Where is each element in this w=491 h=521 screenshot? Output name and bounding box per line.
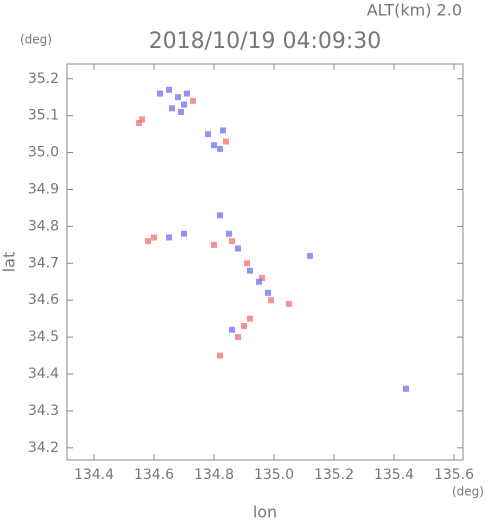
y-tick-label: 34.8 — [28, 218, 59, 234]
radar-echo — [247, 267, 253, 274]
x-axis-label: lon — [253, 503, 277, 521]
radar-echo — [226, 230, 232, 237]
y-tick-label: 34.3 — [28, 403, 59, 419]
x-tick-label: 134.6 — [134, 467, 174, 483]
radar-echo — [229, 326, 235, 333]
radar-echo — [136, 120, 142, 127]
radar-echo — [235, 245, 241, 252]
chart-title: 2018/10/19 04:09:30 — [149, 29, 382, 54]
y-unit: (deg) — [20, 33, 52, 47]
plot-frame — [66, 63, 464, 461]
radar-echo — [217, 145, 223, 152]
radar-echo — [178, 108, 184, 115]
radar-echo — [259, 275, 265, 282]
x-tick-label: 135.2 — [314, 467, 354, 483]
radar-echo — [211, 241, 217, 248]
radar-echo — [217, 352, 223, 359]
radar-echo — [235, 334, 241, 341]
radar-echo — [256, 278, 262, 285]
radar-echo — [286, 300, 292, 307]
radar-echo — [166, 234, 172, 241]
radar-echo — [169, 105, 175, 112]
y-tick-label: 34.7 — [28, 255, 59, 271]
y-tick-label: 35.2 — [28, 71, 59, 87]
y-tick-label: 34.4 — [28, 366, 59, 382]
y-axis-label: lat — [0, 252, 19, 273]
radar-echo — [166, 86, 172, 93]
radar-echo — [184, 90, 190, 97]
radar-echo — [223, 138, 229, 145]
radar-echo — [211, 142, 217, 149]
radar-echo — [145, 238, 151, 245]
x-tick-label: 135.0 — [254, 467, 294, 483]
radar-echo — [403, 385, 409, 392]
y-tick-label: 35.1 — [28, 108, 59, 124]
radar-echo — [151, 234, 157, 241]
y-tick-label: 34.2 — [28, 440, 59, 456]
radar-echo — [229, 238, 235, 245]
radar-echo — [268, 297, 274, 304]
y-tick-label: 34.5 — [28, 329, 59, 345]
radar-echo — [220, 127, 226, 134]
radar-echo — [181, 230, 187, 237]
x-tick-label: 135.6 — [434, 467, 474, 483]
radar-echo — [244, 260, 250, 267]
radar-echo — [265, 289, 271, 296]
radar-echo — [205, 131, 211, 138]
y-tick-label: 35.0 — [28, 145, 59, 161]
radar-echo — [139, 116, 145, 123]
x-unit: (deg) — [452, 485, 484, 499]
radar-echo — [190, 97, 196, 104]
radar-echo — [247, 315, 253, 322]
radar-echo — [241, 323, 247, 330]
x-tick-label: 135.4 — [374, 467, 414, 483]
y-tick-label: 34.6 — [28, 292, 59, 308]
subtitle: ALT(km) 2.0 — [367, 1, 462, 20]
y-tick-label: 34.9 — [28, 181, 59, 197]
radar-echo — [307, 252, 313, 259]
x-tick-label: 134.4 — [74, 467, 114, 483]
radar-echo — [175, 94, 181, 101]
radar-echo — [157, 90, 163, 97]
radar-echo — [217, 212, 223, 219]
x-tick-label: 134.8 — [194, 467, 234, 483]
radar-echo — [181, 101, 187, 108]
